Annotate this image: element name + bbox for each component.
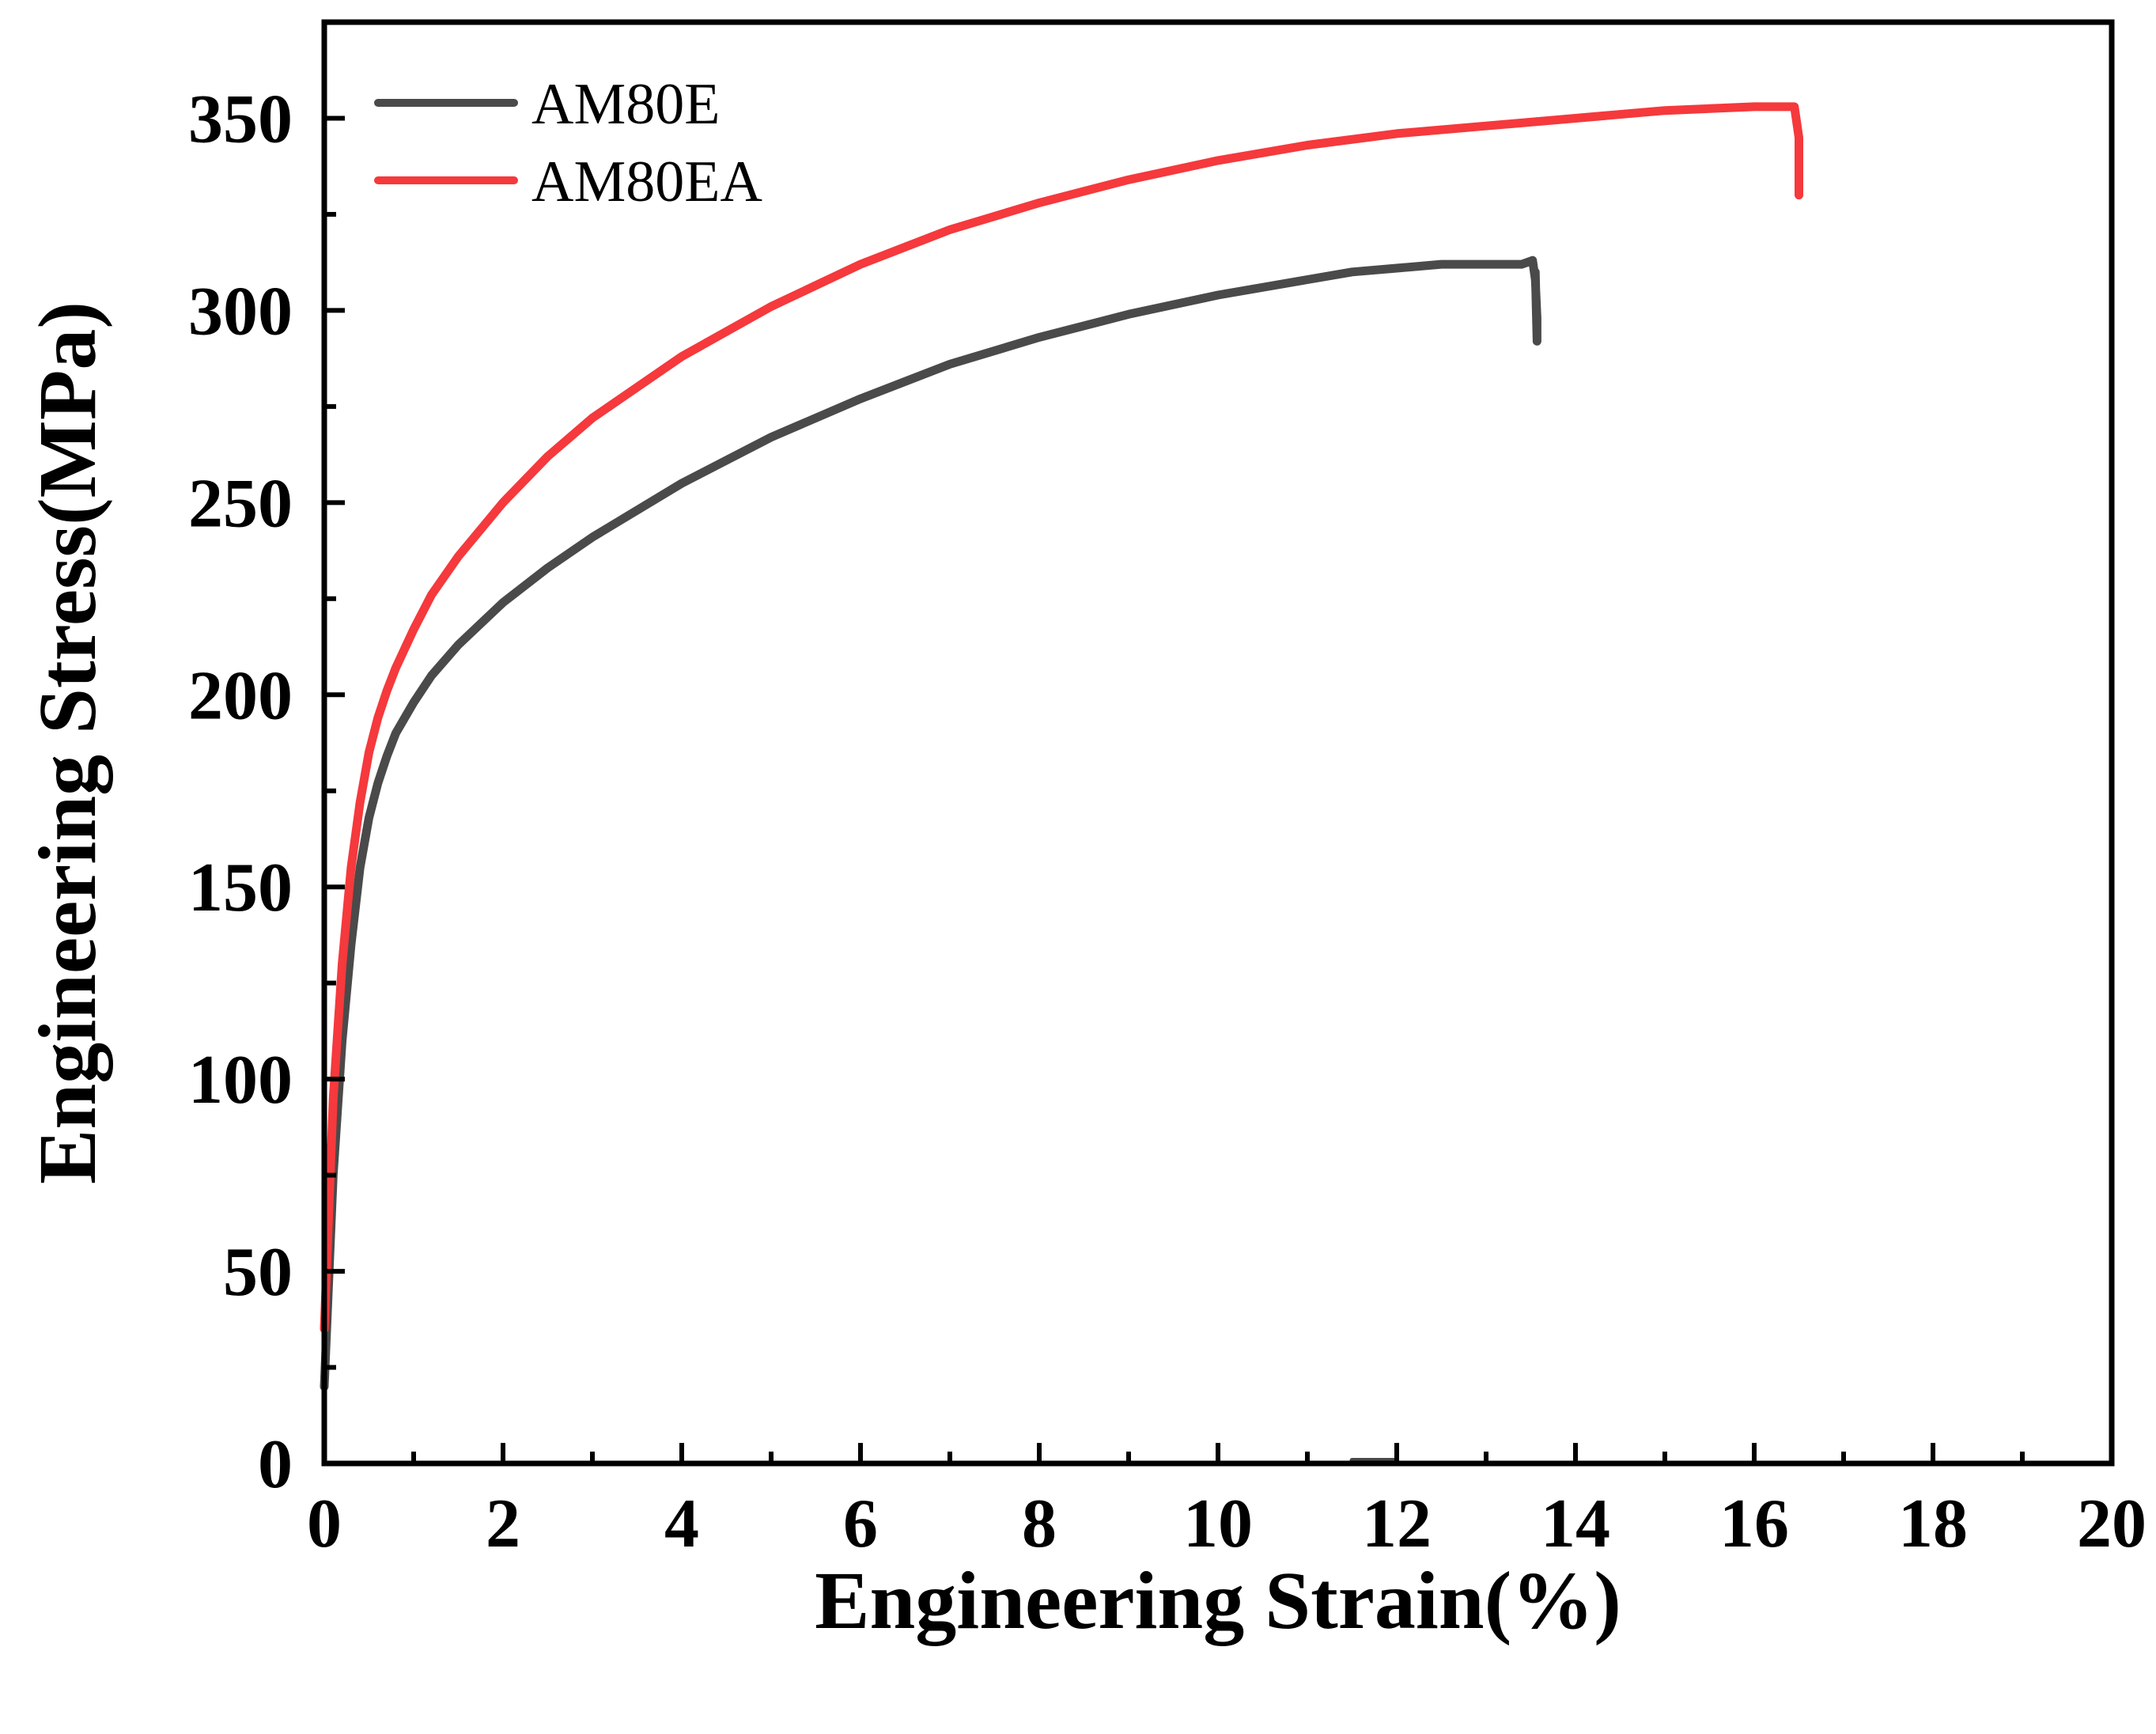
x-tick-label: 2 <box>486 1486 520 1562</box>
y-tick-label: 150 <box>188 850 293 926</box>
y-tick-label: 250 <box>188 465 293 542</box>
series-layer <box>320 102 1803 1463</box>
y-tick-label: 0 <box>258 1426 293 1503</box>
x-tick-label: 4 <box>664 1486 699 1562</box>
y-tick-label: 200 <box>188 657 293 734</box>
x-tick-label: 20 <box>2077 1486 2147 1562</box>
x-axis-title: Engineering Strain(%) <box>815 1555 1621 1646</box>
x-tick-label: 8 <box>1022 1486 1057 1562</box>
legend-label-am80e: AM80E <box>531 72 720 137</box>
series-line-am80ea <box>320 102 1803 1334</box>
plot-area-frame <box>321 19 2115 1467</box>
x-tick-label: 16 <box>1719 1486 1789 1562</box>
legend: AM80E AM80EA <box>374 72 762 214</box>
x-tick-label: 0 <box>307 1486 342 1562</box>
x-tick-label: 10 <box>1183 1486 1253 1562</box>
y-tick-label: 350 <box>188 81 293 157</box>
y-tick-label: 50 <box>223 1234 293 1311</box>
series-line-am80e <box>320 256 1541 1391</box>
x-tick-label: 12 <box>1362 1486 1432 1562</box>
x-tick-label: 6 <box>843 1486 878 1562</box>
y-tick-label: 100 <box>188 1042 293 1119</box>
y-axis-title: Engineering Stress(MPa) <box>22 301 113 1184</box>
x-tick-label: 14 <box>1541 1486 1610 1562</box>
x-tick-label: 18 <box>1898 1486 1968 1562</box>
y-tick-label: 300 <box>188 273 293 350</box>
legend-label-am80ea: AM80EA <box>531 150 762 214</box>
